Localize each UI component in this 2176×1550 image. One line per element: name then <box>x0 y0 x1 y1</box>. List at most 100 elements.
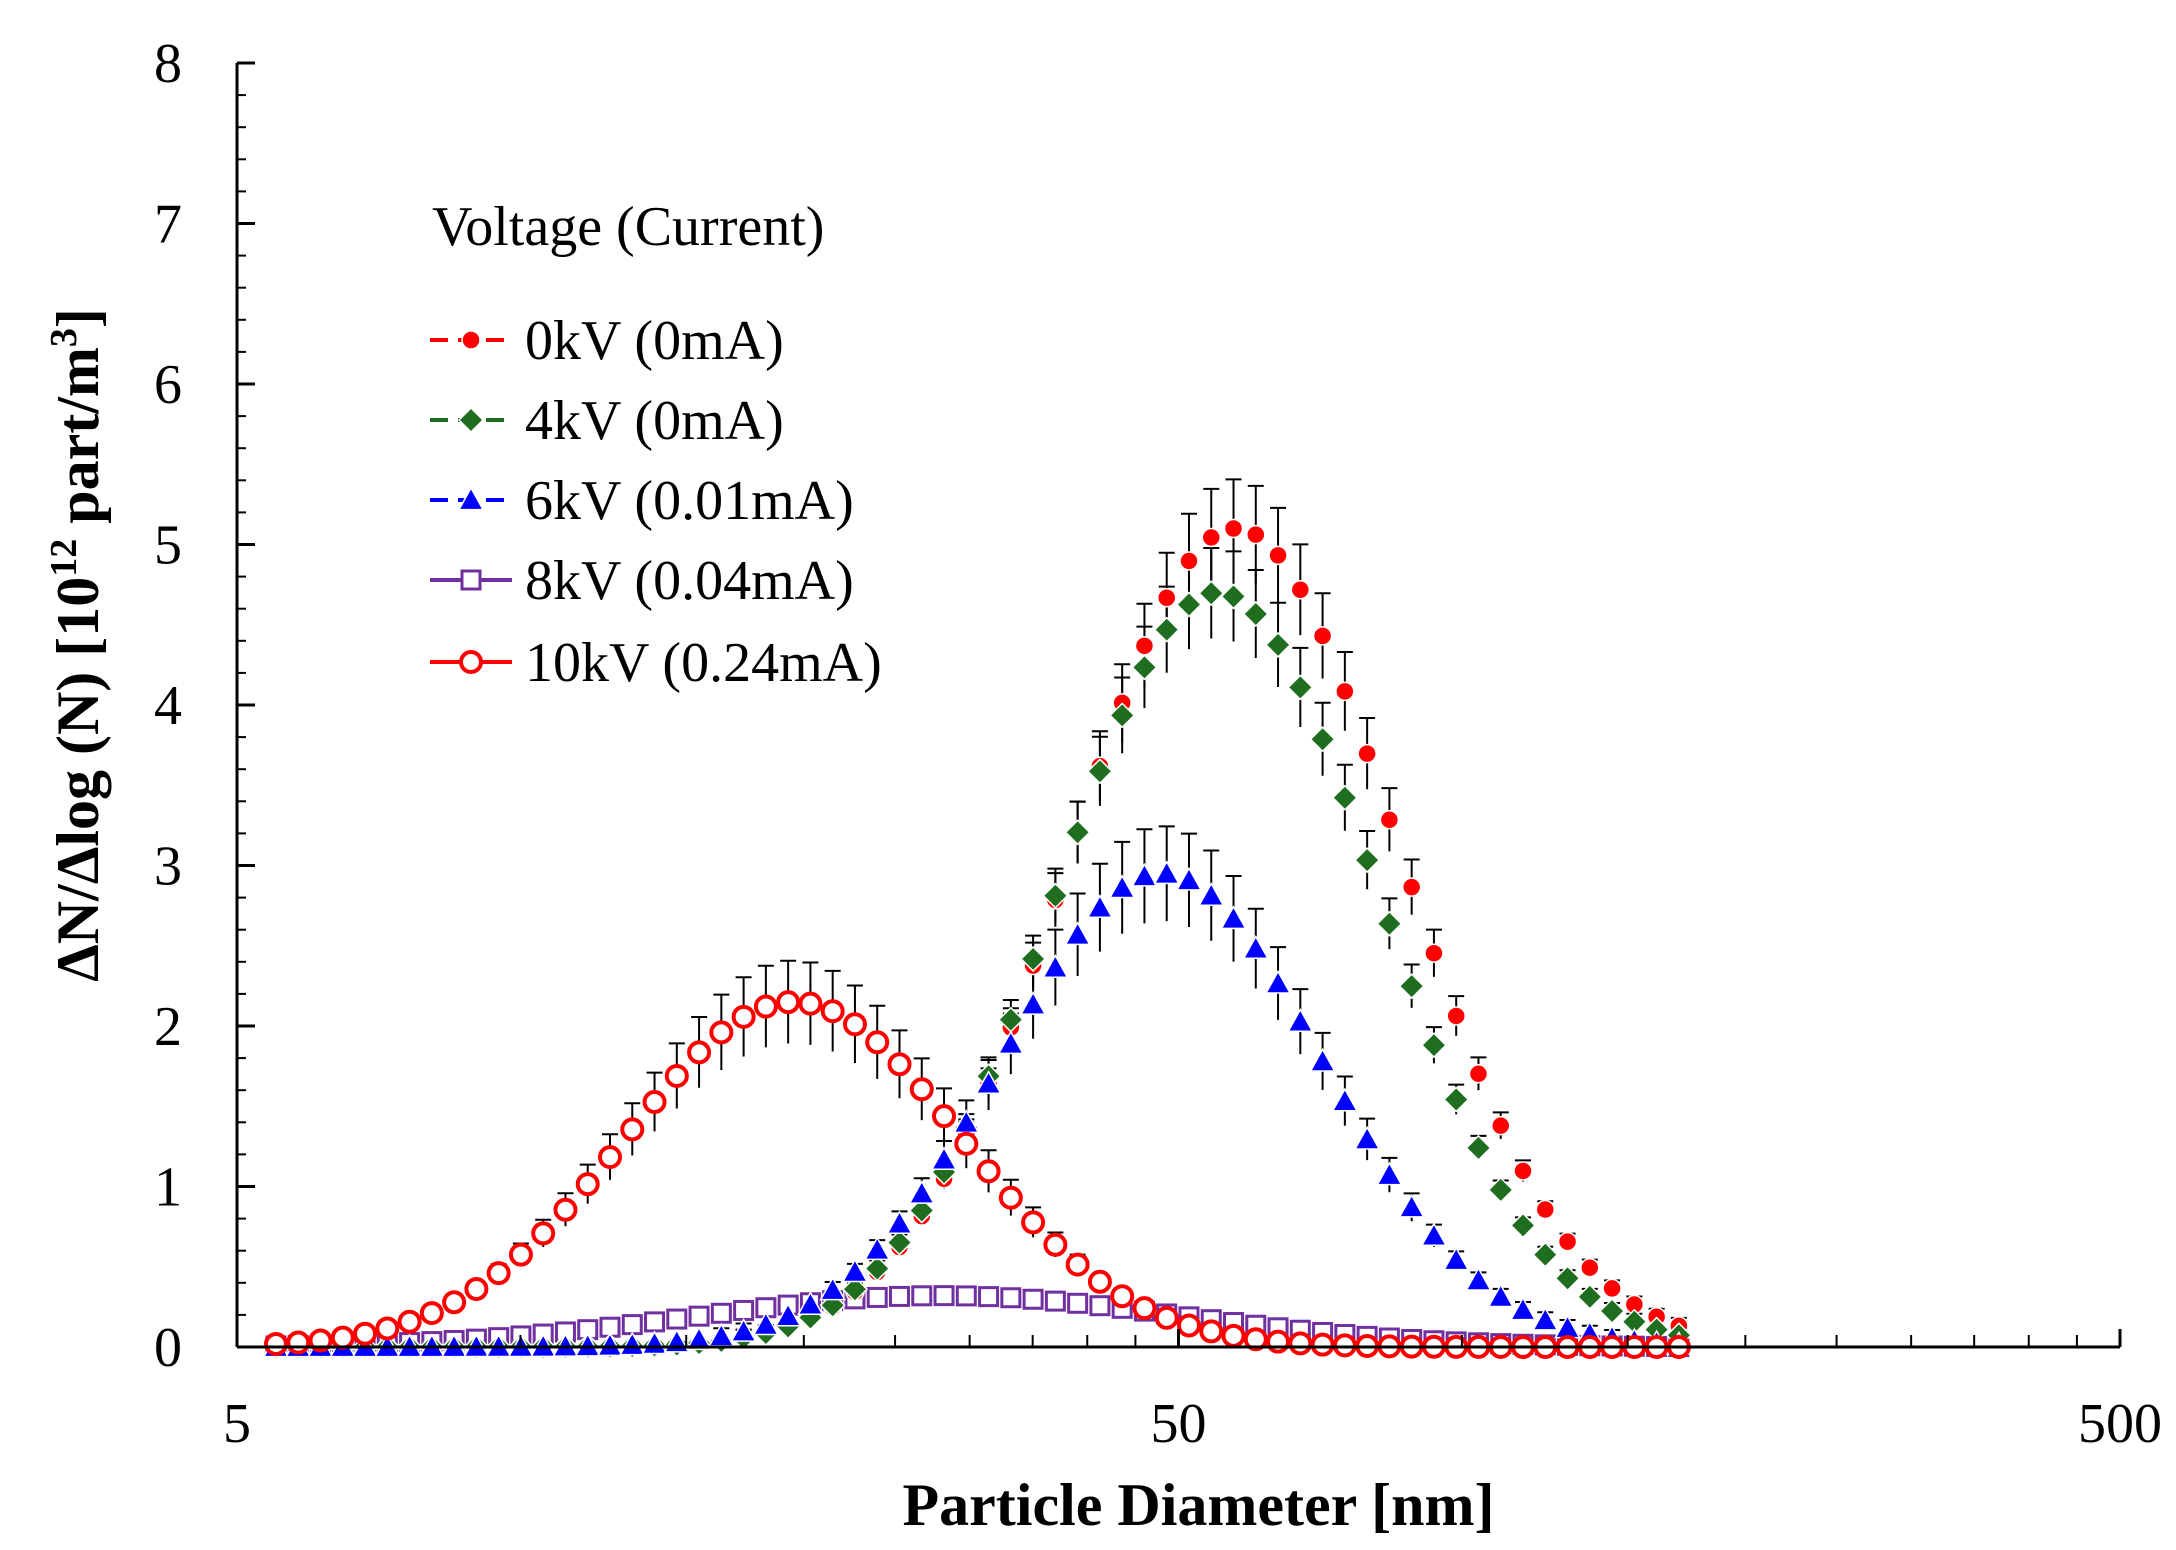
data-point <box>908 1179 936 1204</box>
y-axis-title-mid: part/m <box>45 347 111 539</box>
data-point <box>1131 862 1158 887</box>
data-point <box>1176 1313 1201 1338</box>
data-point <box>1175 866 1203 891</box>
data-point <box>1064 819 1091 846</box>
data-point <box>621 1314 643 1336</box>
data-point <box>1156 587 1177 608</box>
data-point <box>1220 583 1247 610</box>
data-point <box>776 990 801 1015</box>
data-point <box>597 1145 622 1170</box>
data-point <box>1513 1161 1533 1181</box>
y-tick-label: 0 <box>154 1317 182 1379</box>
legend: Voltage (Current) 0kV (0mA) 4kV (0mA) 6kV … <box>430 196 882 694</box>
data-point <box>886 1229 913 1256</box>
data-point <box>888 1285 910 1307</box>
data-point <box>997 1030 1025 1055</box>
data-point <box>330 1325 355 1350</box>
data-point <box>886 1210 913 1235</box>
data-point <box>1353 1125 1381 1150</box>
y-tick-label: 4 <box>154 675 182 737</box>
data-point <box>1465 1134 1492 1161</box>
data-point <box>531 1221 556 1246</box>
y-axis-title-sup2: 3 <box>43 328 85 347</box>
data-point <box>1312 626 1333 646</box>
data-point <box>1310 1332 1335 1357</box>
data-point <box>841 1258 869 1283</box>
data-point <box>1042 882 1069 909</box>
data-point <box>1443 1086 1470 1113</box>
data-point <box>955 1285 977 1307</box>
data-point <box>1287 1008 1314 1032</box>
data-point <box>954 1131 979 1156</box>
data-point <box>1398 973 1425 1000</box>
data-point <box>685 1326 713 1351</box>
data-point <box>1532 1306 1559 1331</box>
data-point <box>1465 1266 1492 1291</box>
y-tick-label: 2 <box>154 996 182 1058</box>
data-point <box>1199 1319 1224 1344</box>
data-point <box>397 1309 422 1334</box>
y-tick-label: 1 <box>154 1157 182 1219</box>
data-point <box>1197 882 1225 906</box>
data-point <box>1532 1241 1559 1268</box>
data-point <box>864 1255 891 1282</box>
data-point <box>1131 654 1158 681</box>
data-point <box>1153 860 1180 885</box>
data-point <box>708 1322 735 1347</box>
data-point <box>1043 1232 1068 1257</box>
data-point <box>1424 943 1444 963</box>
data-point <box>975 1070 1002 1095</box>
legend-title: Voltage (Current) <box>432 196 824 258</box>
data-point <box>1019 990 1047 1015</box>
data-point <box>1535 1199 1556 1220</box>
data-point <box>1420 1032 1447 1059</box>
legend-label-1: 4kV (0mA) <box>525 390 784 452</box>
data-point <box>353 1321 378 1346</box>
data-point <box>1065 1252 1090 1277</box>
data-point <box>820 999 845 1024</box>
y-tick-label: 6 <box>154 354 182 416</box>
series-1 <box>262 580 1692 1361</box>
y-tick-label: 5 <box>154 515 182 577</box>
data-point <box>1108 874 1136 899</box>
data-point <box>1110 1284 1135 1309</box>
data-point <box>664 1063 689 1088</box>
data-point <box>865 1030 890 1055</box>
data-point <box>866 1286 888 1308</box>
data-point <box>666 1308 688 1330</box>
data-point <box>1576 1283 1603 1310</box>
data-point <box>841 1276 869 1303</box>
data-point <box>1179 551 1199 571</box>
data-point <box>596 1332 624 1357</box>
y-axis-title-prefix: ΔN/Δlog (N) [10 <box>45 577 111 982</box>
data-point <box>1064 921 1091 946</box>
data-point <box>464 1276 489 1301</box>
data-point <box>620 1117 645 1142</box>
data-point <box>1509 1296 1537 1321</box>
data-point <box>1487 1176 1514 1203</box>
data-point <box>908 1197 935 1224</box>
data-point <box>932 1104 957 1129</box>
data-point <box>998 1185 1023 1210</box>
data-point <box>375 1316 400 1341</box>
data-point <box>730 1317 757 1342</box>
data-point <box>1264 631 1292 658</box>
data-point <box>1132 1296 1157 1321</box>
data-point <box>687 1040 712 1065</box>
data-point <box>1175 591 1203 618</box>
data-point <box>1354 847 1381 874</box>
data-point <box>1442 1246 1470 1271</box>
data-point <box>1201 527 1221 548</box>
data-point <box>1376 910 1403 937</box>
data-point <box>1242 600 1269 628</box>
legend-marker-0 <box>461 330 481 350</box>
data-point <box>863 1236 891 1261</box>
data-point <box>1198 580 1225 607</box>
data-point <box>1309 726 1336 753</box>
data-point <box>1446 1006 1466 1026</box>
data-point <box>1554 1314 1581 1339</box>
data-point <box>263 1332 288 1357</box>
legend-marker-4 <box>459 650 483 674</box>
y-axis-title: ΔN/Δlog (N) [1012 part/m3] <box>43 308 111 982</box>
